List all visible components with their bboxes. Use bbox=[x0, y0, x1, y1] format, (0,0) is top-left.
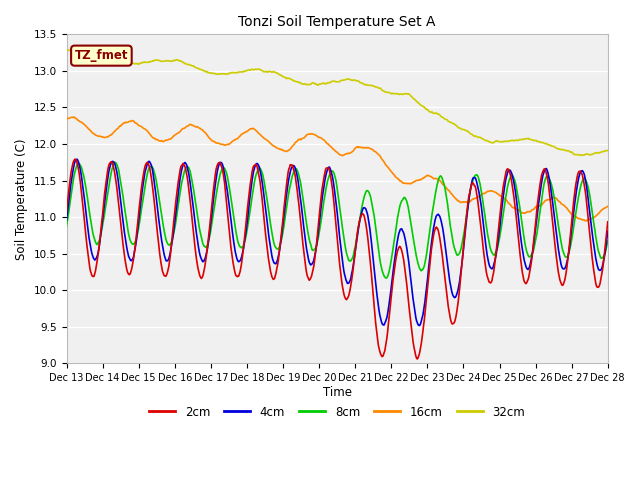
Title: Tonzi Soil Temperature Set A: Tonzi Soil Temperature Set A bbox=[238, 15, 436, 29]
Text: TZ_fmet: TZ_fmet bbox=[75, 49, 128, 62]
Legend: 2cm, 4cm, 8cm, 16cm, 32cm: 2cm, 4cm, 8cm, 16cm, 32cm bbox=[145, 401, 529, 423]
Y-axis label: Soil Temperature (C): Soil Temperature (C) bbox=[15, 138, 28, 260]
X-axis label: Time: Time bbox=[323, 386, 351, 399]
